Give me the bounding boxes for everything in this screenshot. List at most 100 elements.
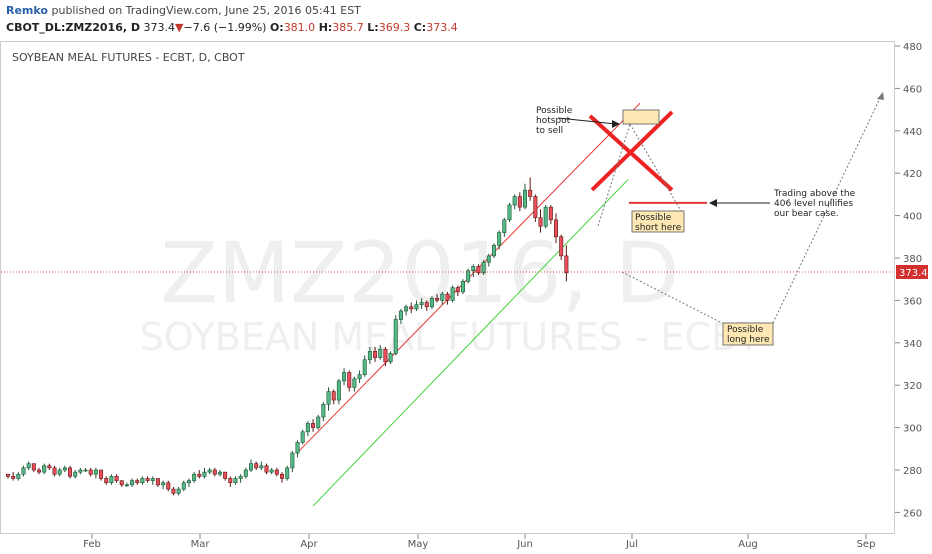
candle-body <box>254 463 259 469</box>
candle-body <box>326 391 331 405</box>
candle <box>367 347 372 364</box>
x-tick-label: May <box>408 539 429 550</box>
candle-body <box>316 416 321 428</box>
candle-body <box>455 287 460 293</box>
candle-body <box>6 473 11 477</box>
y-tick-label: 440 <box>903 127 922 138</box>
candle <box>445 291 450 305</box>
candle-body <box>538 217 543 227</box>
candle <box>26 461 31 470</box>
candle-body <box>398 310 403 320</box>
candle-body <box>497 232 502 246</box>
candle-body <box>47 465 52 469</box>
candle <box>429 296 434 309</box>
y-tick-label: 400 <box>903 212 922 223</box>
candle <box>119 480 124 487</box>
candle <box>414 300 419 311</box>
candle <box>554 213 559 244</box>
candle <box>336 378 341 405</box>
candle <box>83 467 88 473</box>
dotted-path <box>621 271 723 324</box>
candle-body <box>486 255 491 263</box>
arrow-head <box>709 199 717 207</box>
down-arrow-icon: ▼ <box>175 21 184 34</box>
y-tick-label: 380 <box>903 254 922 265</box>
candle <box>455 285 460 297</box>
publish-line: Remko published on TradingView.com, June… <box>6 4 361 17</box>
candle <box>440 291 445 305</box>
candle-body <box>99 469 104 479</box>
y-axis[interactable]: 260 280 300 320 340 360 380 400 420 440 460 480 <box>895 42 922 519</box>
candle <box>145 476 150 483</box>
candle-body <box>31 463 36 471</box>
candle <box>93 467 98 479</box>
x-tick-label: Jul <box>625 539 638 550</box>
chart-header: Remko published on TradingView.com, June… <box>0 0 932 40</box>
candle <box>207 467 212 475</box>
candle-body <box>347 372 352 388</box>
candle-body <box>83 469 88 472</box>
candle-body <box>217 471 222 475</box>
candle-body <box>104 478 109 484</box>
candle-body <box>233 478 238 484</box>
hotspot-note: Possible <box>536 106 573 116</box>
candle-body <box>37 469 42 473</box>
candle-body <box>393 319 398 354</box>
green-channel-line <box>312 179 629 507</box>
y-tick-label: 460 <box>903 84 922 95</box>
candle <box>305 421 310 437</box>
candle-body <box>528 189 533 197</box>
chart-area[interactable]: ZMZ2016, D SOYBEAN MEAL FUTURES - ECBT S… <box>0 40 932 550</box>
y-tick-label: 360 <box>903 296 922 307</box>
candle-body <box>93 469 98 475</box>
candle <box>388 351 393 364</box>
hotspot-note: hotspot <box>536 116 571 126</box>
candle <box>450 285 455 303</box>
candle-body <box>16 473 21 479</box>
candle <box>331 389 336 405</box>
candle-body <box>11 476 16 479</box>
candle <box>57 467 62 477</box>
price-chart[interactable]: ZMZ2016, D SOYBEAN MEAL FUTURES - ECBT S… <box>0 40 932 550</box>
candle-body <box>176 488 181 494</box>
candle <box>290 450 295 473</box>
long-note: Possible <box>727 325 764 335</box>
quote-line: CBOT_DL:ZMZ2016, D 373.4▼−7.6 (−1.99%) O… <box>6 21 458 34</box>
last-price: 373.4 <box>143 21 176 34</box>
author-link[interactable]: Remko <box>6 4 48 17</box>
symbol-label[interactable]: CBOT_DL:ZMZ2016, D <box>6 21 141 34</box>
close-value: 373.4 <box>426 21 458 34</box>
candle-body <box>502 219 507 233</box>
candle <box>373 347 378 362</box>
candle-body <box>554 219 559 238</box>
candle-body <box>476 266 481 274</box>
x-axis[interactable]: Feb Mar Apr May Jun Jul Aug Sep <box>83 534 875 550</box>
candle-body <box>331 391 336 401</box>
candle-body <box>517 196 522 208</box>
candle-body <box>491 244 496 257</box>
candle-body <box>135 480 140 484</box>
candle-body <box>300 431 305 443</box>
candle <box>37 467 42 475</box>
candle-body <box>197 473 202 477</box>
candle <box>460 279 465 295</box>
candle <box>223 471 228 481</box>
candle <box>124 482 129 487</box>
candle-body <box>481 261 486 274</box>
candle-body <box>186 480 191 484</box>
candle-body <box>181 482 186 490</box>
candle <box>186 478 191 487</box>
candle <box>217 470 222 477</box>
candle <box>166 480 171 492</box>
candle-body <box>140 478 145 484</box>
hotspot-box <box>622 109 660 125</box>
candle <box>11 472 16 481</box>
candle <box>507 202 512 222</box>
candle-body <box>88 469 93 475</box>
candle-body <box>435 297 440 301</box>
candle-body <box>52 467 57 475</box>
trading-note: Trading above the <box>773 189 856 199</box>
y-tick-label: 340 <box>903 339 922 350</box>
candle <box>212 467 217 477</box>
